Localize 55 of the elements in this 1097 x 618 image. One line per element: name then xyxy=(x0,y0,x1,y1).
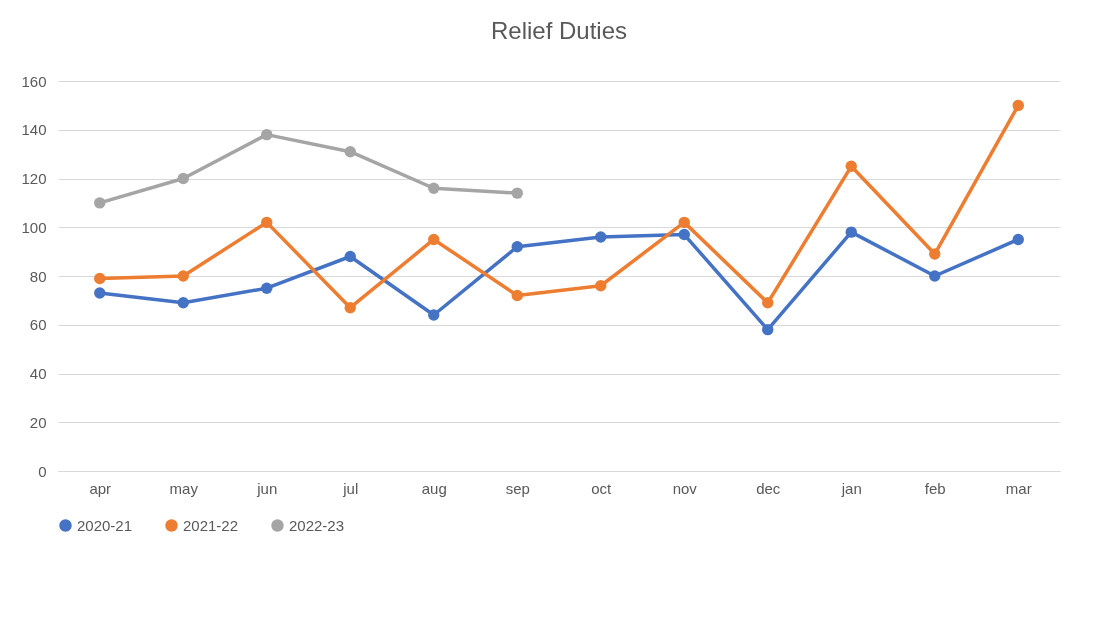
legend-label: 2021-22 xyxy=(183,516,239,534)
x-tick-label: jan xyxy=(840,479,862,497)
point xyxy=(595,280,607,292)
y-tick-label: 60 xyxy=(29,316,47,334)
legend-label: 2020-21 xyxy=(77,516,133,534)
x-tick-label: dec xyxy=(756,479,781,497)
point xyxy=(678,216,690,229)
y-tick-label: 20 xyxy=(29,413,47,431)
point xyxy=(177,297,189,309)
point xyxy=(678,228,690,241)
point xyxy=(845,226,857,238)
point xyxy=(511,187,523,199)
y-tick-label: 40 xyxy=(29,365,47,382)
point xyxy=(261,216,273,229)
chart-title: Relief Duties xyxy=(490,17,628,44)
point xyxy=(1012,233,1024,246)
point xyxy=(929,270,941,282)
point xyxy=(94,272,106,285)
point xyxy=(595,231,607,243)
y-tick-label: 140 xyxy=(21,121,47,139)
point xyxy=(261,128,273,141)
point xyxy=(929,248,941,260)
point xyxy=(845,160,857,172)
point xyxy=(177,172,189,185)
point xyxy=(177,270,189,282)
point xyxy=(511,241,523,253)
point xyxy=(428,233,440,246)
x-tick-label: may xyxy=(169,479,199,497)
x-tick-label: apr xyxy=(89,479,112,497)
point xyxy=(344,146,356,158)
x-tick-label: oct xyxy=(591,479,613,497)
x-tick-label: sep xyxy=(505,479,530,497)
x-tick-label: mar xyxy=(1005,479,1032,497)
y-tick-label: 120 xyxy=(21,170,47,187)
point xyxy=(428,309,440,321)
x-tick-label: nov xyxy=(672,479,698,497)
x-tick-label: jun xyxy=(256,479,278,497)
point xyxy=(261,282,273,294)
x-tick-label: aug xyxy=(421,479,447,497)
legend-label: 2022-23 xyxy=(289,516,345,534)
y-tick-label: 80 xyxy=(29,267,47,285)
point xyxy=(344,302,356,314)
x-tick-label: feb xyxy=(924,479,946,497)
y-tick-label: 160 xyxy=(21,72,47,90)
point xyxy=(344,250,356,263)
point xyxy=(762,323,774,336)
point xyxy=(511,289,523,302)
y-tick-label: 0 xyxy=(38,462,47,480)
y-tick-label: 100 xyxy=(21,218,47,236)
point xyxy=(428,182,440,194)
point xyxy=(762,297,774,309)
point xyxy=(94,197,106,209)
point xyxy=(1012,99,1024,112)
x-tick-label: jul xyxy=(342,479,359,497)
point xyxy=(94,287,106,299)
